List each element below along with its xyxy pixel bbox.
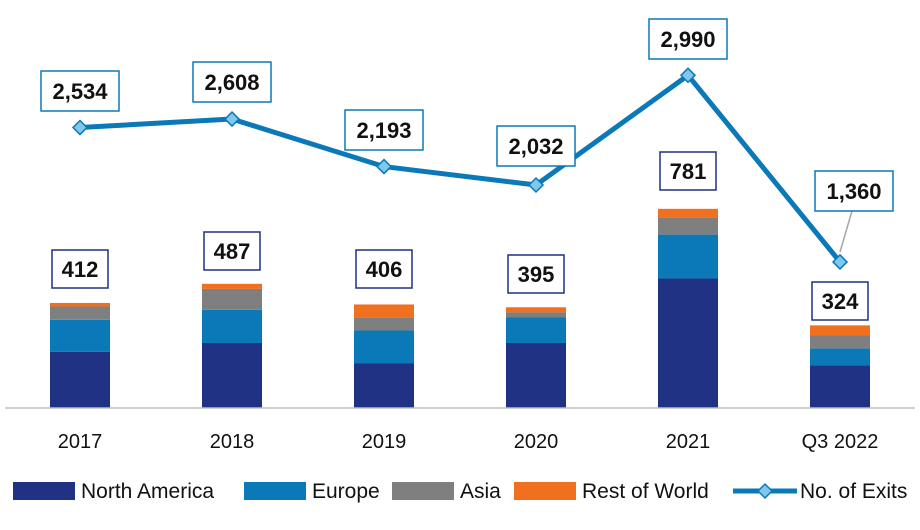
bar-europe-2 <box>354 330 414 364</box>
exits-marker-4 <box>679 67 697 84</box>
exit-label-box-2 <box>344 109 424 151</box>
bar-north-america-0 <box>50 351 110 408</box>
exit-label-1: 2,608 <box>204 70 259 95</box>
total-label-box-5 <box>811 281 869 321</box>
exits-line <box>79 72 842 264</box>
bar-asia-1 <box>202 288 262 310</box>
legend-label-3: Rest of World <box>582 480 709 503</box>
total-label-5: 324 <box>822 289 859 314</box>
bar-asia-5 <box>810 335 870 349</box>
legend-swatch-2 <box>392 482 454 500</box>
legend-label-4: No. of Exits <box>800 480 907 503</box>
x-tick-label-3: 2020 <box>514 431 559 453</box>
bar-rest-of-world-0 <box>50 302 110 307</box>
exit-label-box-3 <box>496 125 576 167</box>
exit-label-box-1 <box>192 61 272 103</box>
x-tick-label-0: 2017 <box>58 431 103 453</box>
bar-asia-4 <box>658 217 718 235</box>
total-label-1: 487 <box>214 239 251 264</box>
exits-marker-5 <box>831 253 849 271</box>
legend-line-marker <box>756 482 774 500</box>
legend-label-1: Europe <box>312 480 380 503</box>
legend-swatch-0 <box>13 482 75 500</box>
total-label-box-0 <box>51 249 109 289</box>
exit-label-box-5 <box>814 170 894 212</box>
legend-label-0: North America <box>81 480 214 503</box>
bar-asia-0 <box>50 306 110 320</box>
bar-europe-0 <box>50 319 110 352</box>
total-label-box-1 <box>203 231 261 271</box>
bar-north-america-3 <box>506 342 566 408</box>
exits-marker-0 <box>71 119 89 136</box>
legend-swatch-3 <box>514 482 576 500</box>
total-label-0: 412 <box>62 257 99 282</box>
x-tick-label-4: 2021 <box>666 431 711 453</box>
exit-label-5: 1,360 <box>826 179 881 204</box>
bar-europe-3 <box>506 317 566 343</box>
bar-north-america-4 <box>658 278 718 408</box>
bar-rest-of-world-2 <box>354 304 414 318</box>
bar-asia-2 <box>354 317 414 331</box>
total-label-4: 781 <box>670 159 707 184</box>
bar-north-america-1 <box>202 342 262 408</box>
exit-label-0: 2,534 <box>52 79 108 104</box>
total-label-box-3 <box>507 254 565 294</box>
legend-swatch-1 <box>244 482 306 500</box>
exit-label-box-0 <box>40 70 120 112</box>
total-label-3: 395 <box>518 262 555 287</box>
exits-marker-2 <box>375 158 393 175</box>
exit-label-connector-5 <box>839 210 853 253</box>
bar-north-america-2 <box>354 363 414 408</box>
bar-rest-of-world-4 <box>658 208 718 218</box>
exit-label-box-4 <box>648 18 728 60</box>
bar-rest-of-world-3 <box>506 307 566 313</box>
bar-rest-of-world-5 <box>810 325 870 336</box>
total-label-box-2 <box>355 249 413 289</box>
bar-europe-1 <box>202 309 262 343</box>
x-tick-label-5: Q3 2022 <box>802 431 879 453</box>
bar-rest-of-world-1 <box>202 283 262 289</box>
bar-asia-3 <box>506 312 566 318</box>
exit-label-2: 2,193 <box>356 118 411 143</box>
x-tick-label-1: 2018 <box>210 431 255 453</box>
exits-marker-1 <box>223 110 241 128</box>
x-tick-label-2: 2019 <box>362 431 407 453</box>
exits-marker-3 <box>527 176 545 194</box>
bar-europe-4 <box>658 234 718 279</box>
exit-label-3: 2,032 <box>508 134 563 159</box>
exit-label-4: 2,990 <box>660 27 715 52</box>
total-label-box-4 <box>659 151 717 191</box>
legend-label-2: Asia <box>460 480 501 503</box>
bar-north-america-5 <box>810 365 870 408</box>
total-label-2: 406 <box>366 257 403 282</box>
bar-europe-5 <box>810 348 870 366</box>
